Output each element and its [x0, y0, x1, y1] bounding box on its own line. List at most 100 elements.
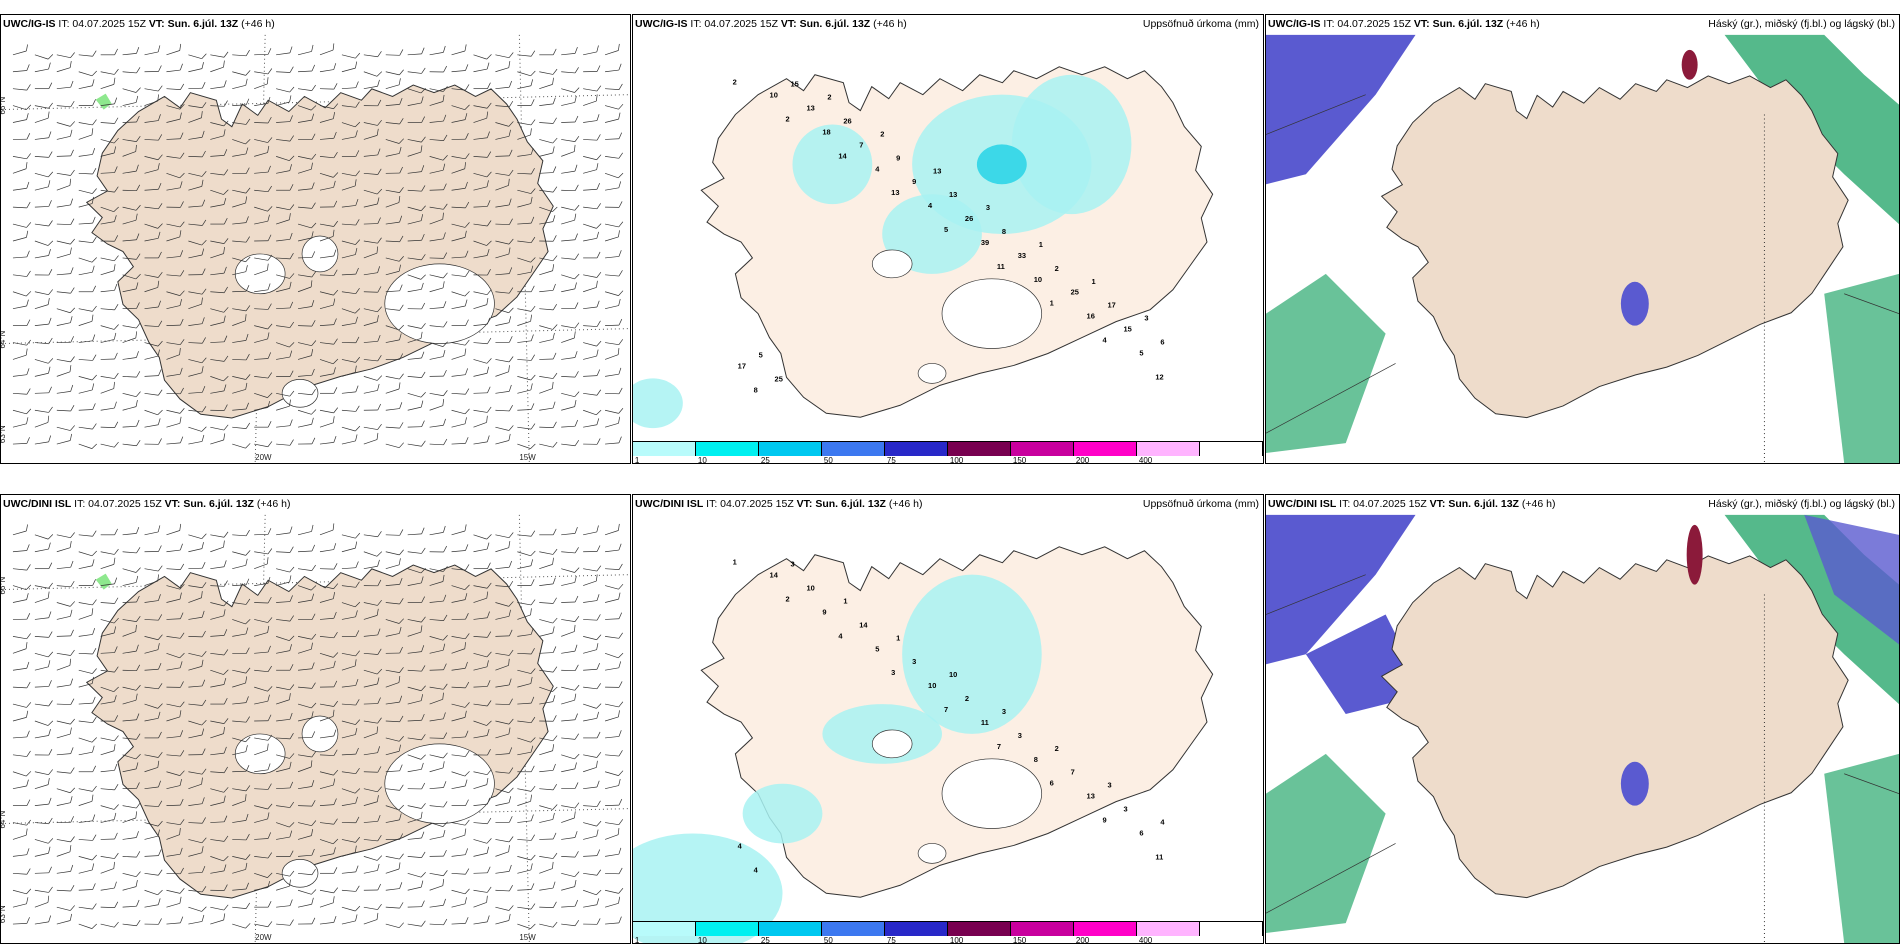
wind-barb: [34, 582, 53, 589]
wind-barb: [12, 408, 32, 415]
wind-barb: [341, 885, 360, 892]
wind-barb: [232, 833, 250, 841]
wind-barb: [210, 355, 229, 362]
wind-barb: [34, 769, 53, 776]
wind-barb: [495, 149, 513, 157]
wind-barb: [385, 549, 404, 556]
colorbar-ticks: 1 10 25 50 75 100 150 200 400: [633, 456, 1263, 463]
wind-barb: [298, 544, 315, 553]
precip-title: Uppsöfnuð úrkoma (mm): [1142, 498, 1259, 510]
wind-barb: [583, 918, 601, 925]
wind-barb: [34, 720, 54, 726]
wind-barb: [429, 301, 447, 310]
wind-barb: [495, 905, 514, 911]
wind-barb: [319, 838, 339, 845]
wind-barb: [210, 864, 227, 874]
wind-barb: [429, 272, 448, 279]
wind-barb: [100, 617, 119, 624]
wind-barb: [319, 652, 339, 658]
wind-barb: [517, 737, 536, 743]
wind-barb: [407, 547, 426, 554]
wind-barb: [188, 337, 206, 344]
wind-barb: [297, 417, 314, 428]
wind-barb: [407, 762, 424, 773]
wind-barb: [166, 916, 184, 925]
cloud-panel-top: UWC/IG-IS IT: 04.07.2025 15Z VT: Sun. 6.…: [1265, 14, 1900, 464]
valid-time: Sun. 6.júl. 13Z: [167, 18, 239, 30]
wind-barb: [605, 847, 622, 857]
glacier: [917, 843, 947, 864]
wind-barb: [473, 886, 492, 893]
wind-barb: [341, 865, 359, 874]
wind-barb: [319, 435, 337, 445]
wind-barb: [254, 901, 272, 908]
precip-value: 4: [738, 841, 743, 850]
wind-barb: [78, 383, 95, 394]
wind-barb: [385, 49, 404, 56]
wind-barb: [254, 617, 273, 623]
wind-barb: [407, 254, 426, 261]
wind-barb: [561, 526, 578, 536]
wind-barb: [407, 420, 425, 428]
wind-barb: [319, 338, 338, 345]
precip-value: 13: [933, 166, 941, 175]
wind-barb: [385, 382, 401, 394]
wind-barb: [188, 268, 206, 276]
wind-barb: [232, 619, 251, 625]
precip-value: 26: [965, 214, 973, 223]
wind-barb: [385, 215, 403, 225]
wind-barb: [407, 67, 426, 74]
wind-barb: [188, 357, 207, 364]
wind-barb: [407, 234, 425, 242]
wind-barb: [210, 766, 228, 774]
precip-panel-top: UWC/IG-IS IT: 04.07.2025 15Z VT: Sun. 6.…: [632, 14, 1264, 464]
wind-barb: [583, 203, 601, 210]
wind-barb: [12, 633, 31, 640]
wind-barb: [144, 251, 162, 259]
wind-barb: [341, 747, 359, 756]
wind-barb: [100, 921, 119, 928]
wind-barb: [319, 367, 336, 377]
wind-barb: [144, 711, 161, 722]
wind-barb: [604, 230, 620, 242]
wind-barb: [363, 835, 382, 842]
wind-barb: [363, 286, 382, 293]
wind-barb: [341, 845, 357, 857]
wind-barb: [605, 543, 622, 553]
wind-barb: [188, 150, 206, 158]
wind-barb: [473, 631, 492, 638]
wind-barb: [12, 544, 30, 553]
wind-barb: [319, 103, 339, 110]
colorbar-swatch: [633, 922, 696, 936]
wind-barb: [144, 594, 161, 603]
wind-barb: [363, 726, 379, 739]
wind-barb: [56, 727, 72, 739]
colorbar-swatch: [885, 922, 948, 936]
wind-barb: [429, 134, 448, 142]
wind-barb: [539, 324, 558, 330]
wind-barb: [78, 559, 95, 570]
wind-barb: [561, 762, 577, 773]
wind-barb: [100, 784, 119, 791]
wind-barb: [451, 848, 468, 857]
wind-barb: [144, 800, 163, 807]
wind-barb: [385, 744, 401, 756]
wind-barb: [232, 716, 250, 723]
wind-barb: [188, 582, 207, 589]
wind-barb: [407, 274, 426, 280]
precip-value: 10: [806, 584, 814, 593]
wind-barb: [363, 717, 382, 724]
wind-barb: [473, 562, 491, 570]
wind-barb: [297, 593, 315, 603]
wind-barb: [517, 423, 536, 430]
wind-barb: [561, 811, 576, 823]
wind-barb: [473, 680, 491, 688]
wind-barb: [144, 182, 162, 191]
wind-barb: [319, 543, 337, 553]
wind-barb: [385, 618, 404, 624]
wind-barb: [341, 365, 357, 377]
wind-barb: [232, 147, 249, 157]
wind-barb: [122, 233, 140, 242]
wind-barb: [583, 340, 602, 347]
wind-barb: [451, 819, 470, 826]
